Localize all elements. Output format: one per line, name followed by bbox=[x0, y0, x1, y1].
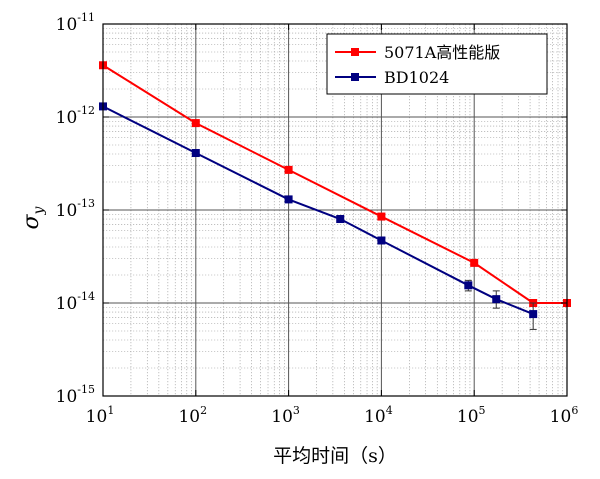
data-point bbox=[464, 281, 473, 290]
data-point bbox=[336, 215, 345, 224]
y-tick-label: 10-11 bbox=[56, 11, 95, 35]
y-tick-label: 10-15 bbox=[56, 383, 95, 407]
legend-swatch-marker bbox=[351, 48, 359, 56]
major-grid bbox=[103, 24, 567, 396]
x-tick-label: 101 bbox=[86, 404, 115, 427]
y-tick-label: 10-12 bbox=[56, 104, 95, 128]
data-point bbox=[191, 119, 200, 128]
x-tick-label: 106 bbox=[550, 404, 579, 427]
legend-label: BD1024 bbox=[384, 68, 449, 87]
x-tick-label: 105 bbox=[457, 404, 486, 427]
data-point bbox=[470, 258, 479, 267]
ticks bbox=[102, 23, 568, 397]
x-tick-label: 103 bbox=[271, 404, 300, 427]
x-tick-label: 102 bbox=[178, 404, 207, 427]
data-point bbox=[191, 149, 200, 158]
data-point bbox=[377, 236, 386, 245]
data-point bbox=[377, 212, 386, 221]
series-line bbox=[102, 105, 534, 316]
legend-label: 5071A高性能版 bbox=[384, 43, 500, 62]
legend-box bbox=[326, 33, 548, 95]
data-point bbox=[492, 295, 501, 304]
data-point bbox=[529, 310, 538, 319]
data-point bbox=[284, 195, 293, 204]
y-tick-label: 10-14 bbox=[56, 290, 95, 314]
x-tick-label: 104 bbox=[364, 404, 393, 427]
y-tick-label: 10-13 bbox=[56, 197, 95, 221]
data-point bbox=[284, 165, 293, 174]
legend: 5071A高性能版 BD1024 bbox=[326, 33, 548, 95]
y-axis-label: σy bbox=[19, 205, 47, 229]
legend-swatch-marker bbox=[351, 73, 359, 81]
x-axis-label: 平均时间（s） bbox=[273, 445, 397, 467]
